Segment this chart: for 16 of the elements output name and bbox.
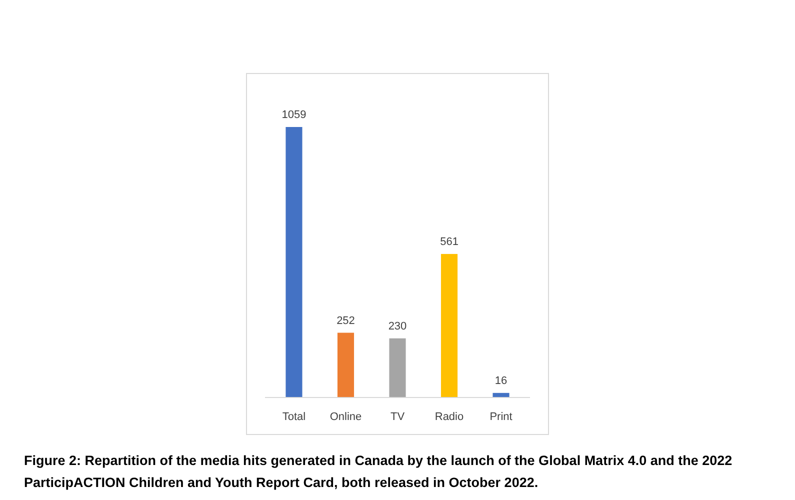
bar xyxy=(286,127,302,397)
data-label: 1059 xyxy=(282,109,306,121)
caption: Figure 2: Repartition of the media hits generated in Canada by the launch of the Global Matrix 4.0 and the 2022 ParticipACTION Children and Youth Report Card, both released in October 2022. xyxy=(24,453,732,490)
bar xyxy=(440,254,458,397)
x-tick-label: Radio xyxy=(434,411,464,423)
data-label: 561 xyxy=(440,236,458,248)
bar xyxy=(492,392,510,397)
bar xyxy=(337,332,354,397)
x-tick-label: Total xyxy=(282,411,306,423)
data-label: 252 xyxy=(336,314,355,327)
x-tick-label: TV xyxy=(390,411,406,423)
x-tick-label: Online xyxy=(330,411,362,423)
data-label: 16 xyxy=(494,374,508,387)
data-label: 230 xyxy=(388,320,407,332)
bar xyxy=(389,338,406,397)
x-tick-label: Print xyxy=(490,411,512,423)
